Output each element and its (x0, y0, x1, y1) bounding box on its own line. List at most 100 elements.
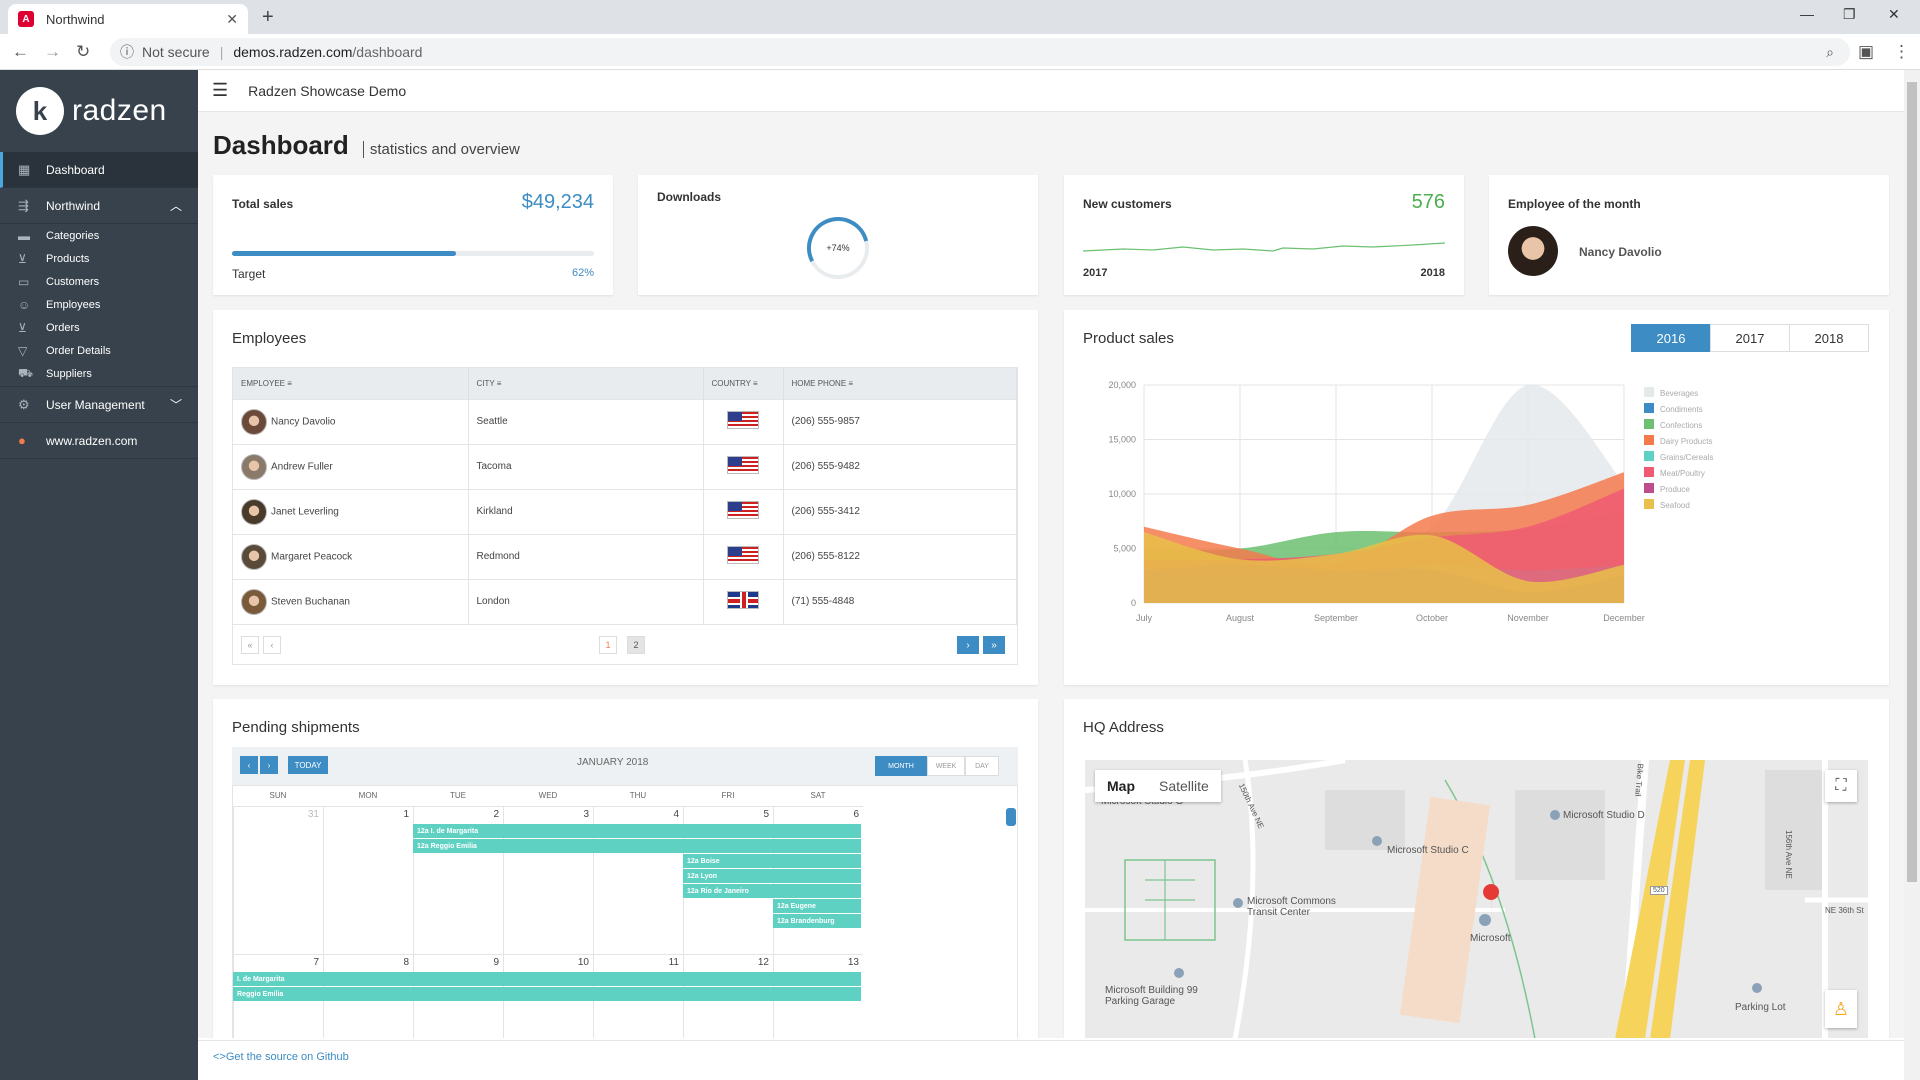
first-page-button[interactable]: « (241, 636, 259, 654)
page-scrollbar[interactable] (1904, 70, 1920, 1080)
scrollbar-thumb[interactable] (1907, 82, 1917, 882)
calendar-event[interactable]: 12a Reggio Emilia (413, 839, 861, 853)
sidebar-item-orders[interactable]: ⊻ Orders (0, 316, 198, 339)
flag-icon (727, 501, 759, 519)
new-customers-label: New customers (1083, 197, 1172, 211)
calendar-scroll-thumb[interactable] (1006, 808, 1016, 826)
back-icon[interactable]: ← (12, 42, 29, 61)
calendar-event[interactable]: Reggio Emilia (233, 987, 861, 1001)
page-button[interactable]: 2 (627, 636, 645, 654)
hq-map[interactable]: Microsoft Studio C Microsoft Studio D Mi… (1085, 760, 1868, 1038)
calendar-month-label: JANUARY 2018 (577, 757, 649, 768)
column-header-country[interactable]: COUNTRY ≡ (703, 368, 784, 399)
sidebar-item-suppliers[interactable]: ⛟ Suppliers (0, 362, 198, 387)
column-header-phone[interactable]: HOME PHONE ≡ (783, 368, 1017, 399)
minimize-icon[interactable]: — (1800, 6, 1814, 22)
page-button[interactable]: 1 (599, 636, 617, 654)
calendar-day-cell[interactable]: 4 (593, 806, 683, 954)
brand-logo[interactable]: k radzen (0, 70, 198, 152)
view-day-button[interactable]: DAY (965, 756, 999, 776)
calendar-day-number: 13 (847, 957, 859, 968)
zoom-icon[interactable]: ⌕ (1826, 43, 1834, 60)
extension-icon[interactable]: ▣ (1858, 42, 1875, 61)
url-field[interactable]: ⓘ Not secure | demos.radzen.com/dashboar… (110, 38, 1850, 66)
view-month-button[interactable]: MONTH (875, 756, 927, 776)
last-page-button[interactable]: » (983, 636, 1005, 654)
legend-label: Seafood (1660, 501, 1690, 510)
filter-icon: ▽ (18, 343, 28, 358)
calendar-event[interactable]: 12a Brandenburg (773, 914, 861, 928)
legend-swatch (1644, 387, 1654, 397)
github-link[interactable]: <>Get the source on Github (213, 1051, 349, 1063)
map-pin-icon[interactable] (1483, 884, 1500, 920)
map-tab-map[interactable]: Map (1107, 778, 1135, 794)
year-button-2017[interactable]: 2017 (1710, 324, 1790, 352)
calendar-event[interactable]: 12a Eugene (773, 899, 861, 913)
calendar-event[interactable]: I. de Margarita (233, 972, 861, 986)
sidebar-item-user-management[interactable]: ⚙ User Management ﹀ (0, 387, 198, 423)
address-bar: ← → ↻ ⓘ Not secure | demos.radzen.com/da… (0, 34, 1920, 70)
today-button[interactable]: TODAY (288, 756, 328, 774)
maximize-icon[interactable]: ❐ (1843, 6, 1856, 22)
dashboard-icon: ▦ (18, 161, 31, 177)
next-page-button[interactable]: › (957, 636, 979, 654)
next-month-button[interactable]: › (260, 756, 278, 774)
employee-month-card: Employee of the month Nancy Davolio (1489, 175, 1889, 295)
page-header: Dashboard statistics and overview (213, 130, 520, 161)
city-cell: Kirkland (468, 488, 704, 534)
calendar-event[interactable]: 12a Boise (683, 854, 861, 868)
sidebar-item-northwind[interactable]: ⇶ Northwind ︿ (0, 188, 198, 224)
calendar-day-number: 10 (577, 957, 589, 968)
sidebar-item-customers[interactable]: ▭ Customers (0, 270, 198, 293)
hq-address-card: HQ Address (1064, 699, 1889, 1038)
hamburger-icon[interactable]: ☰ (212, 80, 229, 100)
calendar-event[interactable]: 12a Lyon (683, 869, 861, 883)
menu-dots-icon[interactable]: ⋮ (1893, 42, 1910, 61)
fullscreen-icon[interactable]: ⛶ (1825, 770, 1857, 802)
year-button-2016[interactable]: 2016 (1631, 324, 1711, 352)
cart-icon: ⊻ (18, 251, 27, 266)
sidebar-item-employees[interactable]: ☺ Employees (0, 293, 198, 316)
map-tab-satellite[interactable]: Satellite (1159, 778, 1209, 794)
close-icon[interactable]: ✕ (226, 10, 238, 27)
column-header-city[interactable]: CITY ≡ (468, 368, 704, 399)
sidebar-item-label: Employees (46, 298, 101, 311)
prev-page-button[interactable]: ‹ (263, 636, 281, 654)
reload-icon[interactable]: ↻ (76, 42, 91, 61)
sidebar-item-categories[interactable]: ▬ Categories (0, 224, 198, 247)
calendar-day-cell[interactable]: 1 (323, 806, 413, 954)
calendar-day-cell[interactable]: 3 (503, 806, 593, 954)
calendar-day-cell[interactable]: 2 (413, 806, 503, 954)
legend-swatch (1644, 451, 1654, 461)
table-row[interactable]: Nancy Davolio Seattle (206) 555-9857 (233, 398, 1017, 444)
window-close-icon[interactable]: ✕ (1888, 6, 1900, 22)
street-view-icon[interactable]: ♙ (1825, 990, 1857, 1028)
table-row[interactable]: Margaret Peacock Redmond (206) 555-8122 (233, 533, 1017, 579)
forward-icon[interactable]: → (44, 42, 61, 61)
country-cell (703, 578, 784, 624)
browser-tab[interactable]: A Northwind ✕ (8, 4, 248, 34)
sidebar-item-products[interactable]: ⊻ Products (0, 247, 198, 270)
new-tab-icon[interactable]: + (262, 6, 274, 28)
sidebar-item-order-details[interactable]: ▽ Order Details (0, 339, 198, 362)
calendar-day-cell[interactable]: 31 (233, 806, 323, 954)
view-week-button[interactable]: WEEK (927, 756, 965, 776)
table-row[interactable]: Andrew Fuller Tacoma (206) 555-9482 (233, 443, 1017, 489)
table-row[interactable]: Steven Buchanan London (71) 555-4848 (233, 578, 1017, 624)
column-header-employee[interactable]: EMPLOYEE ≡ (233, 368, 469, 399)
sidebar-item-website[interactable]: ● www.radzen.com (0, 423, 198, 459)
downloads-card: Downloads +74% (638, 175, 1038, 295)
sidebar-item-dashboard[interactable]: ▦ Dashboard (0, 152, 198, 188)
calendar-toolbar: ‹ › TODAY JANUARY 2018 MONTH WEEK DAY (232, 747, 1018, 785)
calendar-event[interactable]: 12a I. de Margarita (413, 824, 861, 838)
sidebar-item-label: Orders (46, 321, 80, 334)
info-icon[interactable]: ⓘ (120, 44, 134, 60)
avatar (1508, 226, 1558, 276)
sidebar-item-label: Suppliers (46, 368, 92, 380)
legend-label: Beverages (1660, 389, 1698, 398)
prev-month-button[interactable]: ‹ (240, 756, 258, 774)
calendar-event[interactable]: 12a Rio de Janeiro (683, 884, 861, 898)
year-button-2018[interactable]: 2018 (1789, 324, 1869, 352)
footer: <>Get the source on Github (198, 1040, 1904, 1080)
table-row[interactable]: Janet Leverling Kirkland (206) 555-3412 (233, 488, 1017, 534)
